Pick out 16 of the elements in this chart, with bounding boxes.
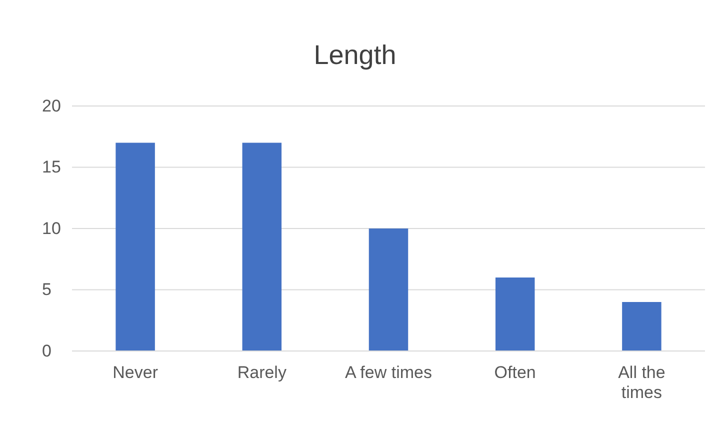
y-tick-label: 5 (42, 280, 52, 300)
x-tick-label: All the times (618, 362, 666, 402)
x-tick-label: Rarely (237, 362, 287, 382)
bar (368, 228, 408, 351)
x-tick-label: Never (112, 362, 158, 382)
bar (495, 278, 535, 351)
bar (242, 142, 282, 351)
bar (622, 302, 662, 351)
y-tick-label: 20 (42, 96, 61, 116)
x-tick-label: Often (494, 362, 536, 382)
x-tick-label: A few times (345, 362, 432, 382)
y-tick-label: 15 (42, 158, 61, 177)
y-tick-label: 0 (42, 341, 52, 360)
y-tick-label: 10 (42, 218, 61, 238)
bar (116, 142, 155, 351)
chart-title: Length (314, 40, 396, 70)
